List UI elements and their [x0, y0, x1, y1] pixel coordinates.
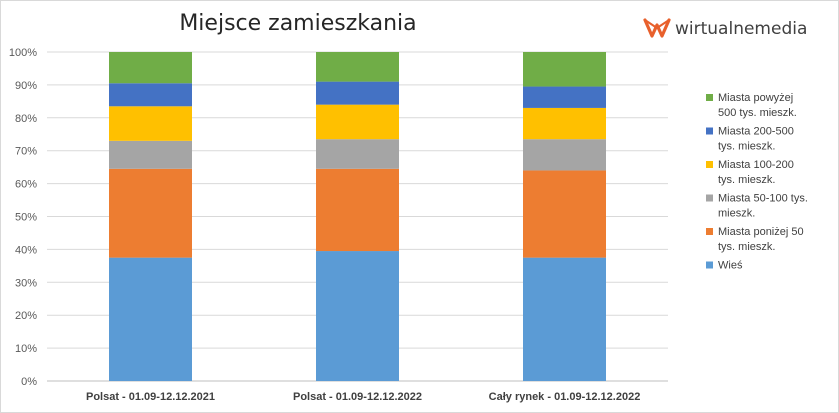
- legend-swatch: [706, 194, 713, 202]
- y-tick-label: 10%: [15, 343, 37, 355]
- bar-segment: [523, 257, 606, 381]
- legend-swatch: [706, 261, 713, 269]
- brand-logo: wirtualnemedia: [643, 18, 807, 39]
- bar-segment: [109, 168, 192, 258]
- y-axis: 0% 10% 20% 30% 40% 50% 60% 70% 80% 90% 100%: [9, 47, 37, 388]
- legend-label: Miasta 50-100 tys. mieszk.: [718, 193, 808, 220]
- bar-segment: [316, 81, 399, 105]
- legend-swatch: [706, 127, 713, 135]
- legend-label-line: tys. mieszk.: [718, 141, 775, 153]
- bar-segment: [523, 139, 606, 171]
- legend-label: Miasta poniżej 50 tys. mieszk.: [718, 226, 804, 253]
- y-tick-label: 30%: [15, 277, 37, 289]
- bar-segment: [316, 168, 399, 252]
- x-axis: Polsat - 01.09-12.12.2021 Polsat - 01.09-…: [86, 391, 640, 403]
- bar-segment: [109, 106, 192, 141]
- legend-label: Miasta 200-500 tys. mieszk.: [718, 126, 794, 153]
- y-tick-label: 90%: [15, 80, 37, 92]
- legend-label-line: tys. mieszk.: [718, 241, 775, 253]
- legend-label-line: Miasta 50-100 tys.: [718, 193, 808, 205]
- legend-label-line: Wieś: [718, 260, 743, 272]
- y-tick-label: 0%: [21, 376, 37, 388]
- legend-swatch: [706, 228, 713, 235]
- brand-name: wirtualnemedia: [675, 19, 807, 39]
- legend-label-line: 500 tys. mieszk.: [718, 107, 797, 119]
- chart-title: Miejsce zamieszkania: [179, 11, 416, 36]
- bar-segment: [109, 83, 192, 107]
- bar-segment: [316, 52, 399, 82]
- legend-swatch: [706, 161, 713, 168]
- bar-segment: [523, 86, 606, 108]
- x-category-label: Cały rynek - 01.09-12.12.2022: [489, 391, 641, 403]
- legend-label: Miasta powyżej 500 tys. mieszk.: [718, 92, 797, 119]
- legend-label-line: Miasta powyżej: [718, 92, 793, 104]
- bar-segment: [109, 52, 192, 84]
- legend-swatch: [706, 94, 713, 101]
- bar-segment: [109, 257, 192, 381]
- bar-segment: [316, 251, 399, 381]
- bar-segment: [109, 140, 192, 169]
- legend-label: Wieś: [718, 260, 743, 272]
- bar-segment: [523, 52, 606, 87]
- legend-label-line: Miasta 200-500: [718, 126, 794, 138]
- legend-label-line: mieszk.: [718, 208, 755, 220]
- x-category-label: Polsat - 01.09-12.12.2021: [86, 391, 215, 403]
- y-tick-label: 100%: [9, 47, 37, 59]
- bars: [109, 52, 606, 381]
- y-tick-label: 60%: [15, 179, 37, 191]
- x-category-label: Polsat - 01.09-12.12.2022: [293, 391, 422, 403]
- legend-label-line: Miasta 100-200: [718, 159, 794, 171]
- y-tick-label: 80%: [15, 113, 37, 125]
- y-tick-label: 50%: [15, 212, 37, 224]
- legend-label-line: tys. mieszk.: [718, 174, 775, 186]
- legend-label-line: Miasta poniżej 50: [718, 226, 804, 238]
- bar-segment: [523, 170, 606, 258]
- legend: Miasta powyżej 500 tys. mieszk. Miasta 200…: [706, 92, 808, 272]
- y-tick-label: 70%: [15, 146, 37, 158]
- bar-segment: [316, 139, 399, 169]
- bar-segment: [316, 104, 399, 140]
- y-tick-label: 20%: [15, 310, 37, 322]
- y-tick-label: 40%: [15, 244, 37, 256]
- legend-label: Miasta 100-200 tys. mieszk.: [718, 159, 794, 186]
- bar-segment: [523, 107, 606, 140]
- wirtualnemedia-logo-icon: [643, 18, 671, 38]
